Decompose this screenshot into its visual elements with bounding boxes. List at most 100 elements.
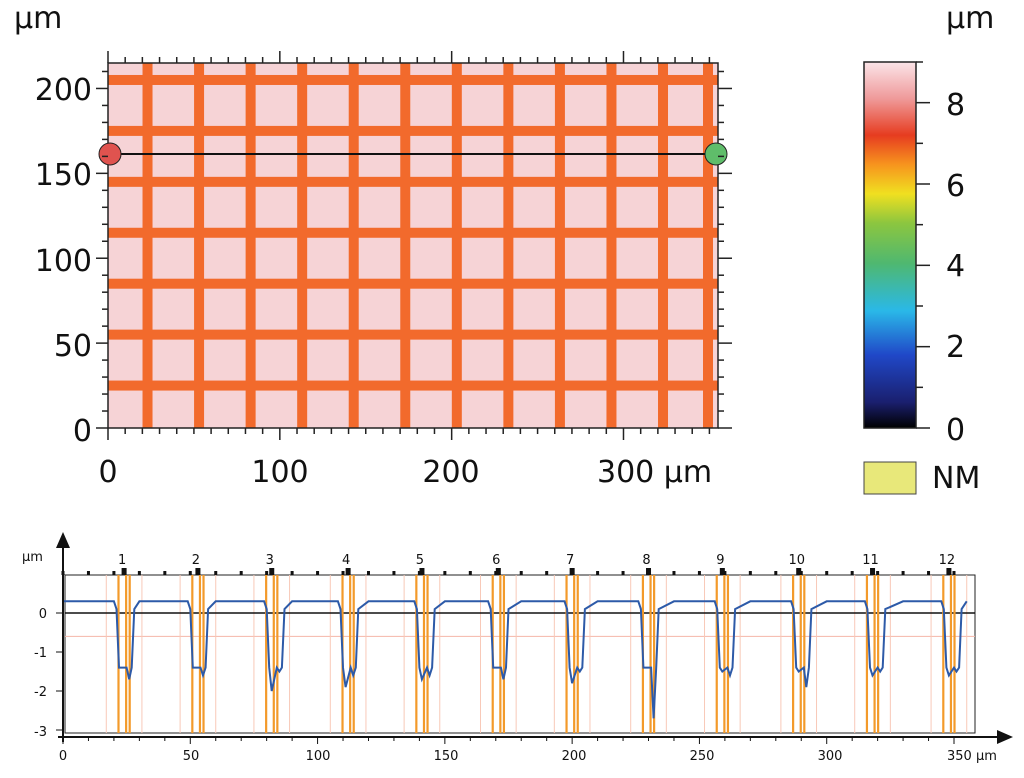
profile-marker-tick-8	[646, 568, 652, 575]
profile-end-marker[interactable]	[704, 142, 728, 166]
profile-marker-tick-10	[796, 568, 802, 575]
profile-start-marker[interactable]	[98, 142, 122, 166]
map-grid-column-4	[297, 63, 308, 428]
colorbar-tick-4: 4	[946, 249, 965, 284]
profile-marker-label-6: 6	[492, 553, 500, 568]
profile-marker-tick-3	[269, 568, 275, 575]
profile-top-tick	[392, 571, 396, 575]
map-grid	[108, 63, 718, 428]
map-grid-row-1	[108, 380, 718, 391]
profile-top-tick	[723, 571, 727, 575]
profile-y-tick-neg1: -1	[34, 646, 47, 661]
colorbar-tick-8: 8	[946, 88, 965, 123]
profile-marker-label-7: 7	[566, 553, 574, 568]
profile-marker-tick-2	[195, 568, 201, 575]
profile-axis-ticks	[56, 612, 955, 744]
map-grid-column-5	[348, 63, 359, 428]
profile-top-tick	[494, 571, 498, 575]
profile-top-tick	[265, 571, 269, 575]
map-grid-column-9	[554, 63, 565, 428]
colorbar-tick-2: 2	[946, 330, 965, 365]
profile-top-tick	[748, 571, 752, 575]
map-y-tick-50: 50	[54, 329, 92, 364]
map-y-tick-0: 0	[73, 414, 92, 449]
profile-top-tick	[545, 571, 549, 575]
profile-top-tick	[341, 571, 345, 575]
profile-top-tick	[519, 571, 523, 575]
map-x-tick-200: 200	[422, 455, 479, 490]
profile-y-tick-neg3: -3	[34, 725, 47, 740]
profile-top-tick	[366, 571, 370, 575]
profile-x-tick-250: 250	[690, 749, 715, 764]
map-grid-row-5	[108, 176, 718, 187]
nm-swatch	[863, 461, 917, 495]
map-grid-column-1	[142, 63, 153, 428]
profile-top-tick	[850, 571, 854, 575]
profile-top-tick	[927, 571, 931, 575]
profile-top-tick	[901, 571, 905, 575]
profile-top-tick	[417, 571, 421, 575]
profile-top-tick	[468, 571, 472, 575]
profile-marker-label-5: 5	[416, 553, 424, 568]
profile-top-tick	[621, 571, 625, 575]
profile-plot-area	[64, 574, 976, 734]
map-grid-column-12	[703, 63, 713, 428]
profile-top-tick	[596, 571, 600, 575]
profile-top-tick	[952, 571, 956, 575]
map-grid-row-7	[108, 74, 718, 85]
profile-top-tick	[163, 571, 167, 575]
profile-x-tick-200: 200	[562, 749, 587, 764]
profile-top-tick	[799, 571, 803, 575]
profile-marker-tick-4	[345, 568, 351, 575]
colorbar-unit: µm	[946, 1, 994, 36]
map-grid-column-11	[658, 63, 669, 428]
profile-marker-tick-5	[419, 568, 425, 575]
profile-x-tick-0: 0	[59, 749, 67, 764]
map-y-tick-150: 150	[35, 158, 92, 193]
height-map: µm 0 50 100 150 200 0 100 200 300 µm	[14, 1, 732, 490]
colorbar-tick-0: 0	[946, 413, 965, 448]
profile-marker-labels: 1 2 3 4 5 6 7 8 9 10 11 12	[118, 553, 955, 568]
profile-x-tick-350-unit: 350 µm	[947, 749, 997, 764]
map-x-tick-300-unit: 300 µm	[597, 455, 712, 490]
profile-top-tick	[825, 571, 829, 575]
map-x-tick-100: 100	[251, 455, 308, 490]
profile-marker-label-3: 3	[266, 553, 274, 568]
profile-marker-label-2: 2	[192, 553, 200, 568]
profile-marker-label-12: 12	[939, 553, 956, 568]
profile-top-tick	[112, 571, 116, 575]
profile-marker-tick-12	[946, 568, 952, 575]
profile-x-axis-arrow	[997, 730, 1013, 744]
profile-marker-tick-7	[569, 568, 575, 575]
profile-top-tick	[239, 571, 243, 575]
profile-top-tick	[137, 571, 141, 575]
map-grid-column-8	[503, 63, 514, 428]
profile-marker-tick-9	[719, 568, 725, 575]
map-grid-column-2	[194, 63, 205, 428]
map-axis-ticks	[96, 51, 732, 440]
colorbar-gradient	[863, 61, 917, 429]
map-y-tick-200: 200	[35, 73, 92, 108]
profile-marker-label-9: 9	[716, 553, 724, 568]
profile-top-tick	[316, 571, 320, 575]
profile-top-tick	[188, 571, 192, 575]
map-grid-row-6	[108, 125, 718, 136]
profile-top-ticks	[61, 568, 956, 575]
profile-marker-tick-6	[495, 568, 501, 575]
profile-top-tick	[774, 571, 778, 575]
colorbar-tick-6: 6	[946, 169, 965, 204]
map-grid-column-7	[451, 63, 462, 428]
profile-x-tick-300: 300	[818, 749, 843, 764]
profile-y-tick-0: 0	[39, 607, 47, 622]
profile-series-line	[63, 600, 968, 719]
colorbar-ticks	[916, 61, 930, 429]
profile-y-unit: µm	[22, 550, 43, 565]
map-x-tick-0: 0	[98, 455, 117, 490]
profile-top-tick	[443, 571, 447, 575]
map-grid-column-6	[400, 63, 411, 428]
profile-y-tick-neg2: -2	[34, 685, 47, 700]
profile-top-tick	[86, 571, 90, 575]
profile-top-tick	[290, 571, 294, 575]
map-y-tick-100: 100	[35, 244, 92, 279]
profile-top-tick	[697, 571, 701, 575]
